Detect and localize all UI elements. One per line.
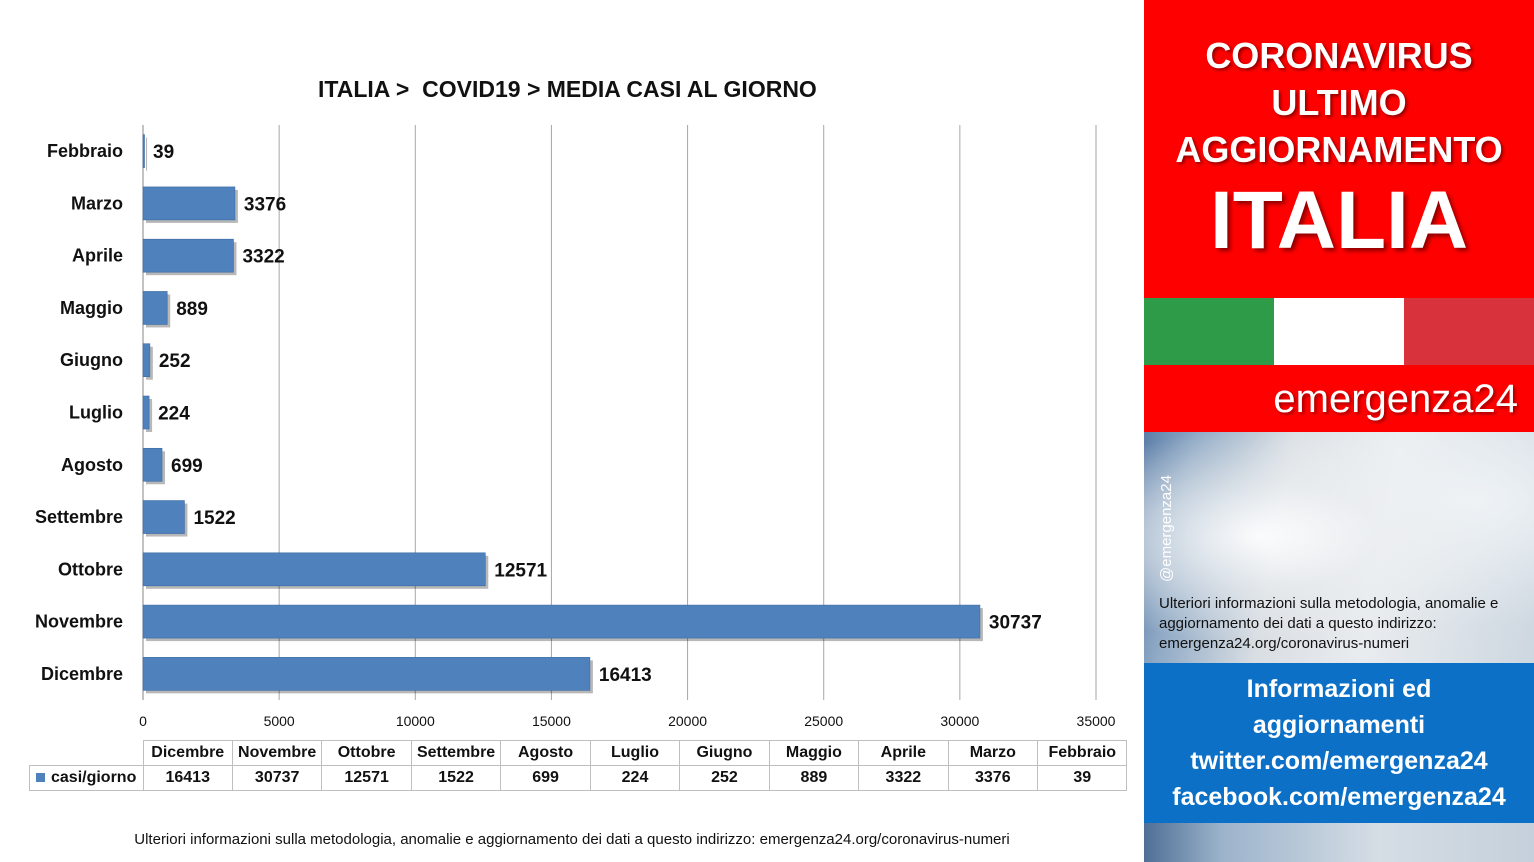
data-label: 224	[158, 404, 190, 425]
brand-bar: emergenza24	[1144, 365, 1534, 432]
data-label: 1522	[193, 508, 235, 529]
bar-shadow	[146, 137, 148, 171]
bar-chart: 0 5000 10000 15000 20000 25000 30000 35000 16413…	[35, 125, 1116, 729]
data-table-header-cell: Giugno	[679, 740, 770, 766]
data-table-value-cell: 3322	[858, 765, 949, 791]
data-table-value-cell: 16413	[142, 765, 233, 791]
data-label: 3376	[244, 194, 286, 215]
data-table-value-cell: 12571	[321, 765, 412, 791]
chart-title: ITALIA > COVID19 > MEDIA CASI AL GIORNO	[318, 76, 817, 102]
bar	[142, 604, 981, 639]
data-table-header-cell: Febbraio	[1037, 740, 1128, 766]
category-label: Novembre	[35, 612, 123, 632]
methodology-note: Ulteriori informazioni sulla metodologia…	[1159, 595, 1499, 652]
data-table-value-row: casi/giorno 16413 30737 12571 1522 699 224 252…	[29, 765, 1128, 791]
category-label: Agosto	[61, 455, 123, 475]
facebook-link[interactable]: facebook.com/emergenza24	[1172, 783, 1506, 811]
category-label: Ottobre	[58, 559, 123, 579]
data-table-header-cell: Marzo	[947, 740, 1039, 766]
headline-text: CORONAVIRUS ULTIMO AGGIORNAMENTO	[1144, 32, 1534, 173]
data-label: 252	[159, 351, 191, 372]
data-table-header-cell: Maggio	[768, 740, 860, 766]
data-table-header-cell: Novembre	[231, 740, 323, 766]
bar	[142, 134, 145, 168]
italian-flag	[1144, 298, 1534, 365]
data-label: 12571	[494, 560, 547, 581]
data-table-value-cell: 224	[589, 765, 681, 791]
data-table-corner	[29, 740, 144, 766]
info-block: Informazioni ed aggiornamenti twitter.co…	[1144, 663, 1534, 823]
data-label: 699	[171, 456, 203, 477]
x-tick-label: 20000	[668, 713, 707, 729]
x-tick-label: 10000	[396, 713, 435, 729]
category-label: Giugno	[60, 350, 123, 370]
data-label: 889	[176, 299, 208, 320]
bar	[142, 657, 591, 691]
data-table-header-cell: Ottobre	[321, 740, 412, 766]
brand-name: emergenza24	[1273, 377, 1518, 421]
series-name: casi/giorno	[51, 769, 137, 786]
category-label: Aprile	[72, 246, 123, 266]
category-label: Settembre	[35, 507, 123, 527]
data-label: 30737	[989, 613, 1042, 634]
headline-block: CORONAVIRUS ULTIMO AGGIORNAMENTO ITALIA	[1144, 0, 1534, 298]
flag-white-stripe	[1274, 298, 1404, 365]
data-table-header-cell: Aprile	[858, 740, 949, 766]
bar	[142, 291, 168, 325]
data-table-header-row: Dicembre Novembre Ottobre Settembre Agosto Lu…	[29, 740, 1128, 766]
x-tick-label: 35000	[1077, 713, 1116, 729]
category-label: Febbraio	[47, 141, 123, 161]
data-label: 16413	[599, 665, 652, 686]
bar	[142, 186, 236, 221]
info-line: Informazioni ed	[1246, 675, 1432, 703]
chart-area: 0 5000 10000 15000 20000 25000 30000 35000 16413…	[29, 76, 1128, 848]
data-table-header-cell: Settembre	[410, 740, 502, 766]
x-tick-label: 30000	[940, 713, 979, 729]
x-tick-label: 25000	[804, 713, 843, 729]
x-tick-label: 5000	[264, 713, 295, 729]
legend-key	[36, 773, 45, 783]
category-label: Luglio	[69, 403, 123, 423]
footer-note: Ulteriori informazioni sulla metodologia…	[134, 831, 1010, 848]
bar	[142, 552, 486, 587]
bar	[142, 500, 185, 534]
data-table-header-cell: Dicembre	[142, 740, 233, 766]
side-panel: CORONAVIRUS ULTIMO AGGIORNAMENTO ITALIA …	[1144, 0, 1534, 862]
data-table-value-cell: 3376	[947, 765, 1039, 791]
category-label: Marzo	[71, 193, 123, 213]
background-photo: @emergenza24 Ulteriori informazioni sull…	[1144, 432, 1534, 663]
data-table: Dicembre Novembre Ottobre Settembre Agosto Lu…	[29, 740, 1128, 791]
info-line: aggiornamenti	[1252, 711, 1426, 739]
flag-red-stripe	[1404, 298, 1534, 365]
data-table-value-cell: 39	[1037, 765, 1128, 791]
data-table-value-cell: 699	[500, 765, 591, 791]
category-label: Maggio	[60, 298, 123, 318]
data-label: 3322	[242, 247, 284, 268]
x-tick-label: 15000	[532, 713, 571, 729]
data-table-value-cell: 252	[679, 765, 770, 791]
x-tick-label: 0	[139, 713, 147, 729]
headline-line: ULTIMO	[1271, 82, 1407, 123]
social-handle: @emergenza24	[1158, 475, 1175, 582]
data-table-value-cell: 30737	[231, 765, 323, 791]
data-table-series-label: casi/giorno	[29, 765, 144, 791]
flag-green-stripe	[1144, 298, 1274, 365]
data-table-value-cell: 889	[768, 765, 860, 791]
bar	[142, 447, 163, 482]
category-label: Dicembre	[41, 664, 123, 684]
twitter-link[interactable]: twitter.com/emergenza24	[1190, 747, 1488, 775]
data-label: 39	[153, 142, 174, 163]
bar	[142, 238, 234, 273]
bar	[142, 343, 151, 378]
data-table-header-cell: Agosto	[500, 740, 591, 766]
country-name: ITALIA	[1209, 175, 1469, 266]
headline-line: AGGIORNAMENTO	[1175, 129, 1503, 170]
background-photo-bottom	[1144, 823, 1534, 862]
data-table-value-cell: 1522	[410, 765, 502, 791]
bar	[142, 395, 150, 430]
headline-line: CORONAVIRUS	[1205, 35, 1473, 76]
data-table-header-cell: Luglio	[589, 740, 681, 766]
